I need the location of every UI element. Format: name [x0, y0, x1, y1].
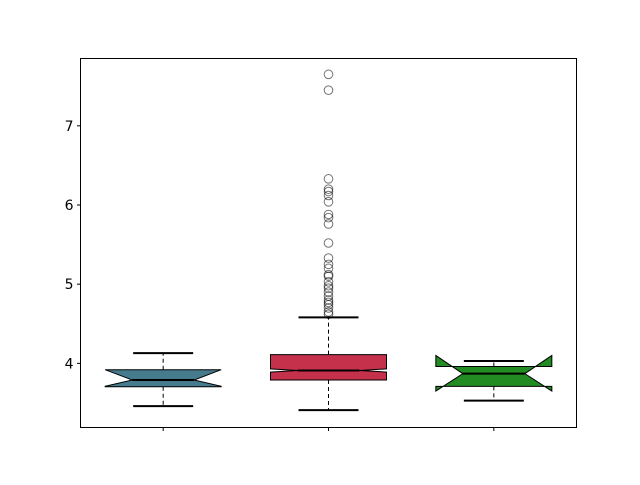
- outlier-point: [323, 287, 334, 297]
- x-axis: [162, 427, 495, 431]
- box-body: [104, 369, 222, 388]
- outlier-point: [323, 277, 334, 287]
- outlier-point: [323, 197, 334, 207]
- y-tick-label: 4: [65, 356, 74, 372]
- y-tick-label: 7: [65, 119, 74, 135]
- outlier-point: [323, 174, 334, 184]
- outlier-point: [323, 309, 334, 320]
- y-axis: 4 5 6 7: [65, 119, 81, 372]
- box-1: [104, 352, 222, 408]
- box-2: [270, 69, 387, 412]
- outlier-point: [323, 209, 334, 220]
- outlier-point: [323, 299, 334, 310]
- y-tick-label: 6: [65, 198, 74, 214]
- outlier-point: [323, 307, 334, 317]
- outlier-point: [323, 259, 334, 270]
- outlier-point: [323, 283, 334, 293]
- box-3: [435, 354, 553, 402]
- boxes: [104, 69, 553, 412]
- outlier-point: [323, 263, 334, 274]
- outlier-point: [323, 219, 334, 229]
- outlier-point: [323, 69, 334, 80]
- outlier-point: [323, 271, 334, 282]
- outlier-point: [323, 303, 334, 313]
- outlier-point: [323, 295, 334, 305]
- outlier-point: [323, 186, 334, 197]
- outlier-point: [323, 253, 334, 263]
- outlier-point: [323, 212, 334, 223]
- y-tick-label: 5: [65, 277, 74, 293]
- outlier-point: [323, 280, 334, 291]
- outlier-point: [323, 184, 334, 194]
- outlier-point: [323, 238, 334, 248]
- outlier-point: [323, 85, 334, 95]
- box-body: [270, 354, 387, 381]
- outlier-point: [323, 190, 334, 201]
- outlier-point: [323, 297, 334, 308]
